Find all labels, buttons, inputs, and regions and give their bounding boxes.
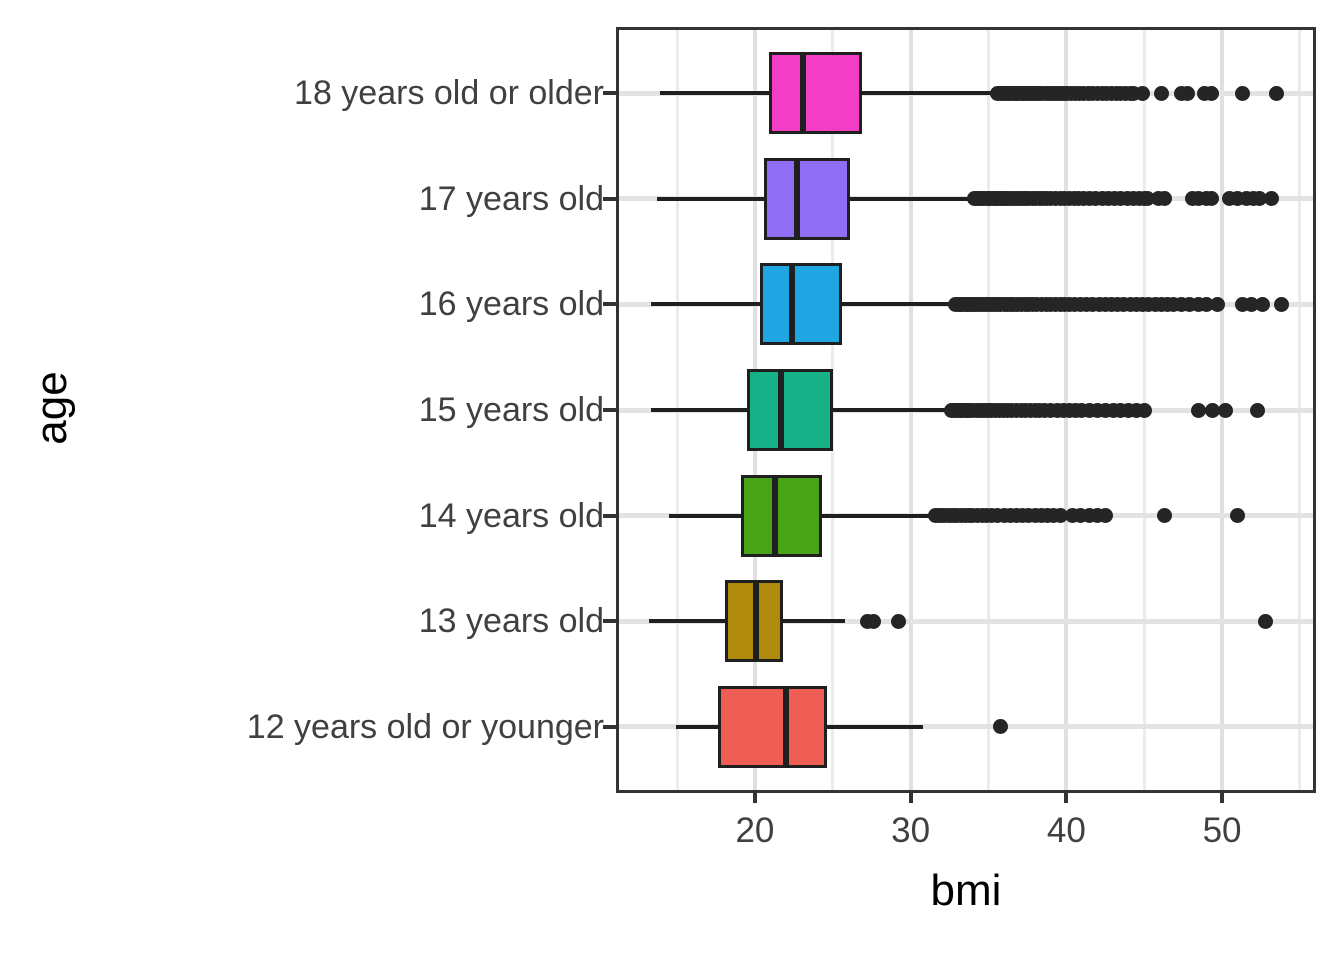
y-axis-tick — [603, 302, 617, 307]
y-gridline-major — [619, 724, 1313, 730]
median-line — [783, 685, 790, 768]
outlier-dot — [1251, 191, 1267, 207]
y-tick-label: 13 years old — [418, 602, 604, 641]
outlier-dot — [1273, 296, 1289, 312]
median-line — [778, 369, 785, 451]
median-line — [772, 474, 779, 557]
x-tick-label: 30 — [891, 811, 931, 850]
outlier-dot — [993, 719, 1009, 735]
outlier-dot — [1258, 613, 1274, 629]
x-tick-label: 40 — [1046, 811, 1086, 850]
box — [759, 263, 843, 346]
outlier-dot — [1156, 191, 1172, 207]
outlier-dot — [1217, 402, 1233, 418]
box — [764, 157, 850, 240]
outlier-dot — [1153, 85, 1169, 101]
y-axis-tick — [603, 724, 617, 729]
outlier-dot — [1135, 85, 1151, 101]
plot-panel — [619, 30, 1313, 790]
outlier-dot — [1269, 85, 1285, 101]
x-axis-tick — [1064, 790, 1069, 803]
outlier-dot — [890, 613, 906, 629]
y-axis-tick — [603, 408, 617, 412]
outlier-dot — [1191, 402, 1207, 418]
box — [747, 369, 833, 451]
y-axis-tick — [603, 91, 617, 96]
x-axis-tick — [752, 790, 757, 803]
y-tick-label: 15 years old — [418, 391, 604, 429]
y-tick-label: 12 years old or younger — [246, 707, 604, 746]
x-tick-label: 20 — [735, 811, 775, 850]
y-axis-tick — [603, 196, 617, 201]
outlier-dot — [1264, 191, 1280, 207]
y-axis-tick — [603, 619, 617, 624]
median-line — [789, 263, 796, 346]
y-tick-label: 18 years old or older — [294, 74, 604, 113]
outlier-dot — [1230, 508, 1246, 524]
x-axis-tick — [908, 790, 913, 803]
x-axis-title: bmi — [930, 866, 1002, 915]
box — [717, 685, 827, 768]
box — [768, 52, 863, 135]
outlier-dot — [1209, 296, 1225, 312]
outlier-dot — [865, 613, 881, 629]
outlier-dot — [1203, 85, 1219, 101]
x-tick-label: 50 — [1202, 811, 1242, 850]
outlier-dot — [1136, 402, 1152, 418]
x-axis-tick — [1220, 790, 1225, 803]
median-line — [753, 580, 760, 663]
outlier-dot — [1156, 508, 1172, 524]
outlier-dot — [1205, 402, 1221, 418]
outlier-dot — [1234, 85, 1250, 101]
y-axis-tick — [603, 513, 617, 518]
outlier-dot — [1255, 296, 1271, 312]
y-gridline-major — [619, 618, 1313, 624]
outlier-dot — [1052, 508, 1068, 524]
y-tick-label: 14 years old — [418, 496, 604, 535]
box — [740, 474, 822, 557]
median-line — [800, 52, 807, 135]
median-line — [793, 157, 800, 240]
y-tick-label: 16 years old — [418, 285, 604, 324]
outlier-dot — [1097, 508, 1113, 524]
outlier-dot — [1250, 402, 1266, 418]
outlier-dot — [1203, 191, 1219, 207]
outlier-dot — [1180, 85, 1196, 101]
y-tick-label: 17 years old — [418, 179, 604, 218]
